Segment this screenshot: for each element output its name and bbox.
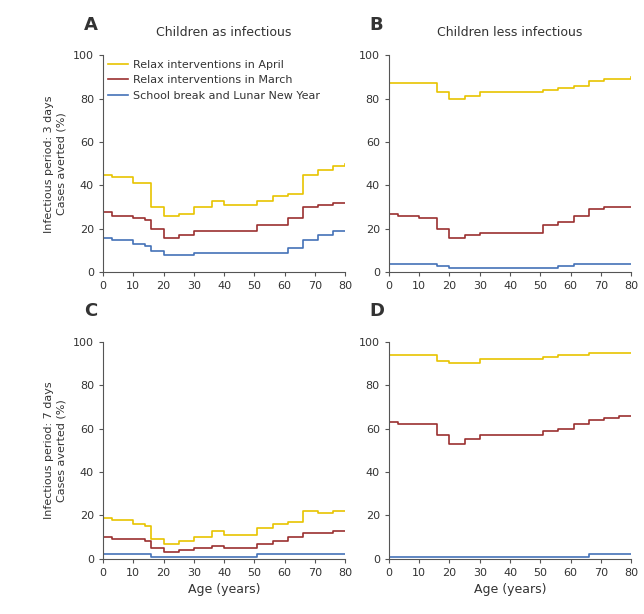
Title: Children as infectious: Children as infectious	[156, 26, 292, 39]
X-axis label: Age (years): Age (years)	[474, 583, 546, 596]
Text: D: D	[370, 302, 384, 320]
Text: A: A	[84, 15, 97, 34]
Legend: Relax interventions in April, Relax interventions in March, School break and Lun: Relax interventions in April, Relax inte…	[108, 60, 321, 101]
Title: Children less infectious: Children less infectious	[437, 26, 583, 39]
Y-axis label: Infectious period: 7 days
Cases averted (%): Infectious period: 7 days Cases averted …	[44, 381, 66, 519]
Text: B: B	[370, 15, 383, 34]
Y-axis label: Infectious period: 3 days
Cases averted (%): Infectious period: 3 days Cases averted …	[44, 95, 66, 233]
Text: C: C	[84, 302, 97, 320]
X-axis label: Age (years): Age (years)	[188, 583, 260, 596]
